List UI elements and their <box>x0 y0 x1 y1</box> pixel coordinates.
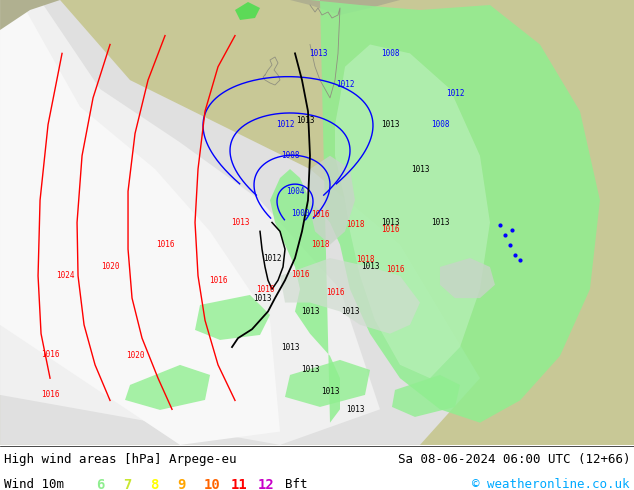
Text: 6: 6 <box>96 478 105 490</box>
Text: 11: 11 <box>231 478 248 490</box>
Polygon shape <box>308 156 355 245</box>
Text: 1016: 1016 <box>381 225 399 234</box>
Text: 1013: 1013 <box>346 405 365 414</box>
Text: 8: 8 <box>150 478 158 490</box>
Text: 1013: 1013 <box>281 343 299 351</box>
Text: 1013: 1013 <box>309 49 327 58</box>
Text: 1018: 1018 <box>311 241 329 249</box>
Polygon shape <box>285 360 370 407</box>
Text: 1016: 1016 <box>156 240 174 249</box>
Polygon shape <box>195 295 270 340</box>
Polygon shape <box>235 2 260 20</box>
Text: 1012: 1012 <box>262 253 281 263</box>
Text: 1016: 1016 <box>41 391 60 399</box>
Text: 1018: 1018 <box>346 220 365 229</box>
Text: 1013: 1013 <box>321 387 339 396</box>
Polygon shape <box>0 0 60 30</box>
Text: Bft: Bft <box>285 478 307 490</box>
Text: 1013: 1013 <box>301 307 320 316</box>
Text: 1016: 1016 <box>326 289 344 297</box>
Polygon shape <box>270 0 600 423</box>
Text: High wind areas [hPa] Arpege-eu: High wind areas [hPa] Arpege-eu <box>4 453 236 466</box>
Text: 1016: 1016 <box>311 211 329 220</box>
Text: 1024: 1024 <box>56 271 74 280</box>
Text: 1016: 1016 <box>209 276 227 285</box>
Text: 1008: 1008 <box>281 151 299 160</box>
Text: 1018: 1018 <box>356 255 374 265</box>
Text: 1013: 1013 <box>430 218 450 227</box>
Text: 1013: 1013 <box>361 263 379 271</box>
Text: 1013: 1013 <box>301 365 320 374</box>
Text: 1016: 1016 <box>291 270 309 279</box>
Text: 1012: 1012 <box>336 80 354 89</box>
Text: 1020: 1020 <box>101 263 119 271</box>
Text: 1013: 1013 <box>231 218 249 227</box>
Text: 1000: 1000 <box>291 209 309 218</box>
Text: 1008: 1008 <box>381 49 399 58</box>
Text: 1016: 1016 <box>41 350 60 360</box>
Polygon shape <box>604 0 634 356</box>
Text: 1013: 1013 <box>340 307 359 316</box>
Polygon shape <box>440 258 495 298</box>
Polygon shape <box>392 375 460 417</box>
Text: © weatheronline.co.uk: © weatheronline.co.uk <box>472 478 630 490</box>
Text: 9: 9 <box>177 478 185 490</box>
Text: 1016: 1016 <box>385 266 404 274</box>
Text: 10: 10 <box>204 478 221 490</box>
Text: 1012: 1012 <box>276 120 294 129</box>
Text: 7: 7 <box>123 478 131 490</box>
Text: 1013: 1013 <box>381 120 399 129</box>
Polygon shape <box>0 0 480 445</box>
Polygon shape <box>0 0 280 445</box>
Text: Wind 10m: Wind 10m <box>4 478 64 490</box>
Text: 1013: 1013 <box>253 294 271 303</box>
Text: 1008: 1008 <box>430 120 450 129</box>
Polygon shape <box>0 0 380 445</box>
Text: 1013: 1013 <box>411 165 429 173</box>
Polygon shape <box>335 45 490 378</box>
Text: 1020: 1020 <box>126 351 145 361</box>
Text: 1016: 1016 <box>256 286 275 294</box>
Text: 1004: 1004 <box>286 187 304 196</box>
Polygon shape <box>280 258 420 334</box>
Text: Sa 08-06-2024 06:00 UTC (12+66): Sa 08-06-2024 06:00 UTC (12+66) <box>398 453 630 466</box>
Polygon shape <box>125 365 210 410</box>
Text: 1013: 1013 <box>381 218 399 227</box>
Polygon shape <box>290 0 400 15</box>
Text: 1013: 1013 <box>295 116 314 124</box>
Text: 12: 12 <box>258 478 275 490</box>
Text: 1012: 1012 <box>446 89 464 98</box>
